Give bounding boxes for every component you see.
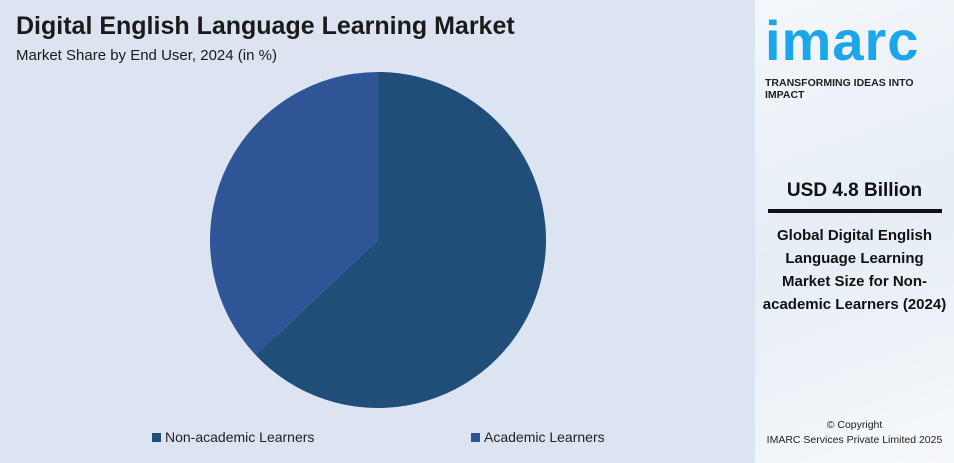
- legend-swatch: [152, 432, 161, 442]
- divider: [768, 209, 942, 213]
- market-value: USD 4.8 Billion: [786, 180, 923, 201]
- legend-label: Academic Learners: [484, 429, 605, 445]
- info-panel: imarc TRANSFORMING IDEAS INTO IMPACT USD…: [755, 0, 954, 463]
- legend-label: Non-academic Learners: [165, 429, 315, 445]
- chart-subtitle: Market Share by End User, 2024 (in %): [16, 47, 277, 64]
- imarc-logo: imarc: [765, 9, 920, 72]
- chart-panel: Digital English Language Learning Market…: [0, 0, 755, 463]
- legend-item-academic: Academic Learners: [471, 429, 605, 445]
- logo-tagline: TRANSFORMING IDEAS INTO IMPACT: [765, 77, 914, 101]
- pie-slice-academic-learners: [210, 72, 378, 356]
- legend-swatch: [471, 432, 480, 442]
- copyright-line-1: © Copyright: [826, 419, 883, 431]
- copyright: © Copyright IMARC Services Private Limit…: [755, 418, 954, 448]
- market-description: Global Digital English Language Learning…: [762, 227, 947, 313]
- chart-title: Digital English Language Learning Market: [16, 12, 515, 40]
- copyright-line-2: IMARC Services Private Limited 2025: [766, 434, 943, 446]
- legend-item-non-academic: Non-academic Learners: [152, 429, 314, 445]
- pie-chart: [210, 72, 547, 408]
- pie-slice-non-academic-learners: [255, 72, 547, 408]
